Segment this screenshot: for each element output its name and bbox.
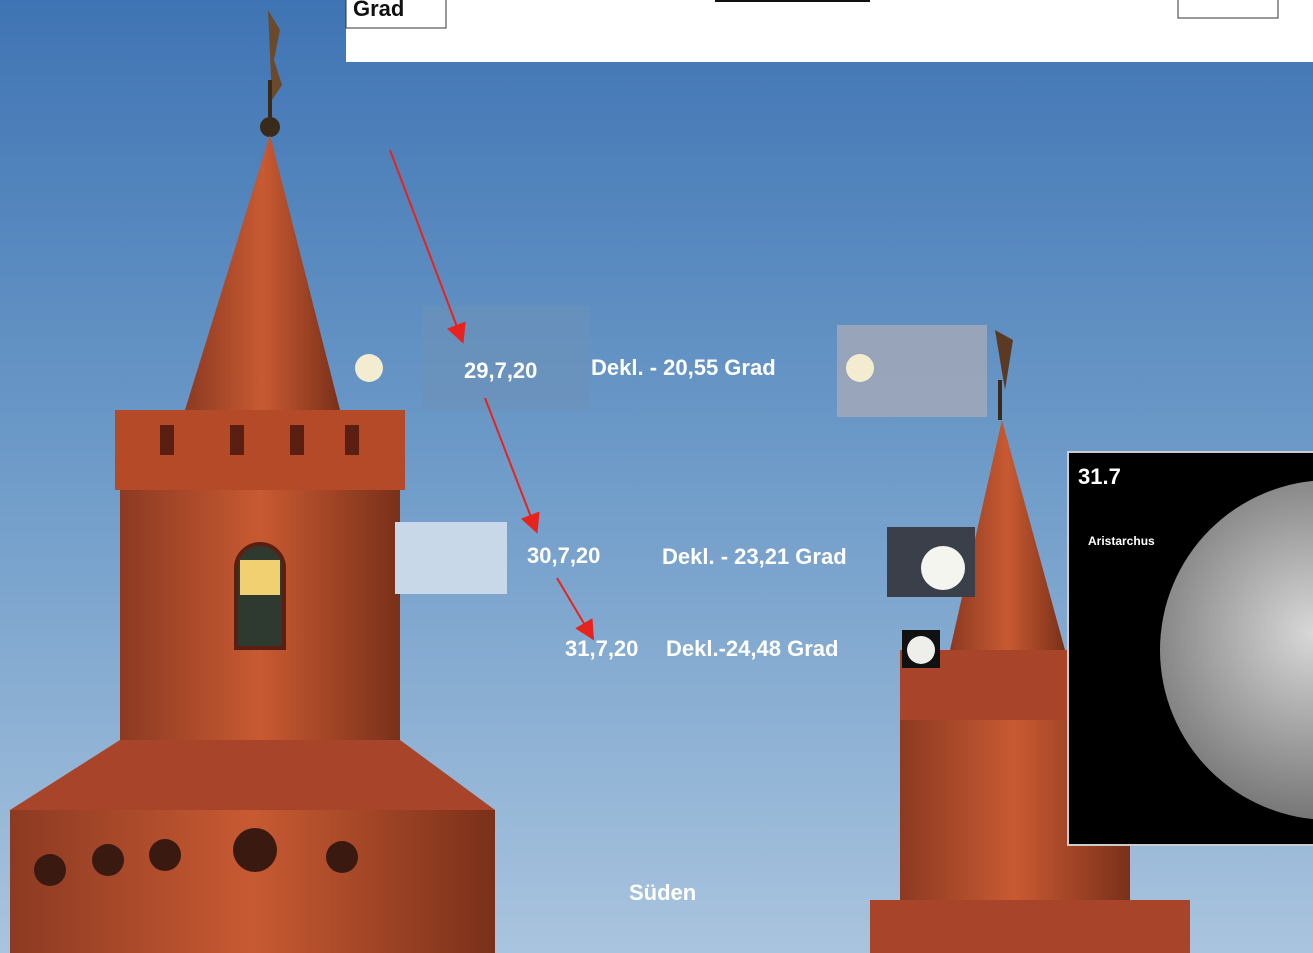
arrow (556, 577, 595, 641)
inset-title: 31.7 (1078, 464, 1121, 489)
moon (846, 354, 874, 382)
direction-label: Süden (629, 880, 696, 905)
declination-label: Dekl. - 23,21 Grad (662, 544, 847, 569)
declination-label: Dekl. - 20,55 Grad (591, 355, 776, 380)
arrow (484, 397, 540, 534)
label-box (1177, 0, 1279, 19)
moon (355, 354, 383, 382)
label-box (345, 0, 447, 29)
date-label: 29,7,20 (464, 358, 537, 383)
date-label: 30,7,20 (527, 543, 600, 568)
header-label: Grad (353, 0, 404, 21)
inset-label: Aristarchus (1088, 534, 1155, 548)
cloud (395, 522, 507, 594)
date-label: 31,7,20 (565, 636, 638, 661)
banner (346, 0, 1313, 62)
moon-inset: 31.7 Aristarchus (1067, 451, 1313, 846)
left-tower (10, 10, 495, 953)
declination-label: Dekl.-24,48 Grad (666, 636, 838, 661)
moon (921, 546, 965, 590)
moon (907, 636, 935, 664)
arrow (389, 149, 466, 344)
